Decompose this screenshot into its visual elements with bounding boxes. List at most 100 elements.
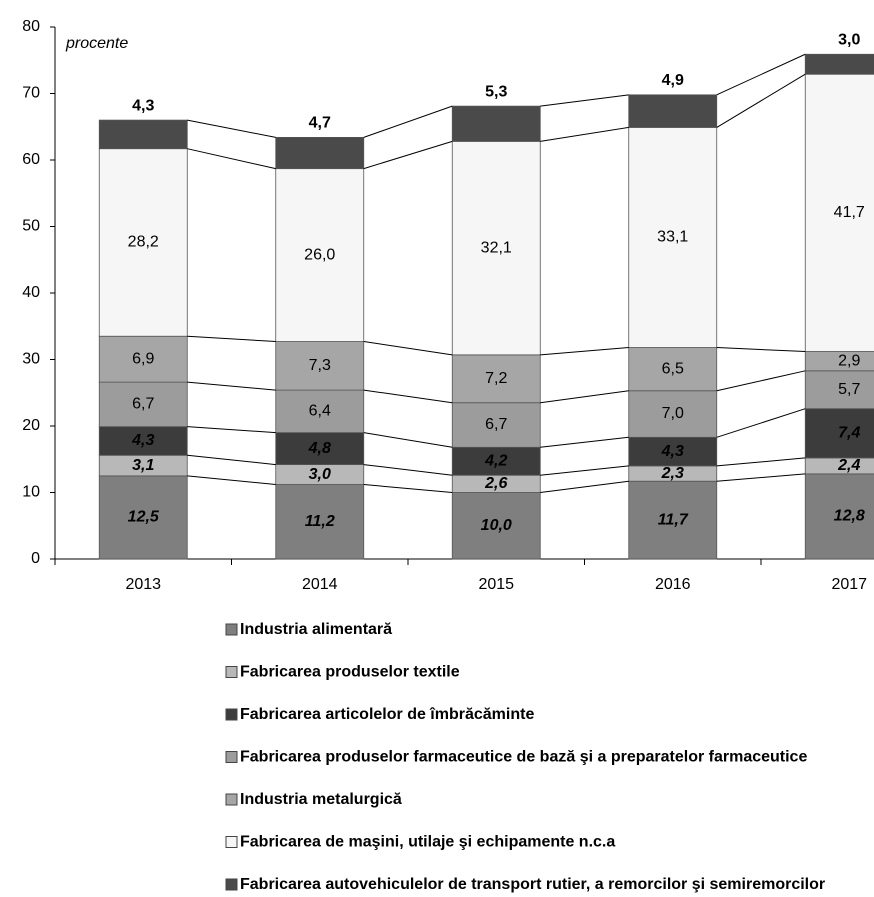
bar-segment (628, 436, 718, 467)
data-label: 7,0 (662, 405, 684, 422)
y-tick-label: 10 (22, 484, 40, 501)
data-label: 4,3 (661, 443, 684, 460)
data-label: 6,7 (485, 416, 507, 433)
connector (363, 341, 453, 356)
data-label: 12,8 (834, 508, 865, 525)
connector (716, 370, 806, 392)
connector (187, 381, 276, 391)
x-tick-label: 2016 (655, 576, 691, 593)
data-label: 32,1 (481, 239, 512, 256)
y-tick-label: 80 (22, 18, 40, 35)
connector (540, 347, 629, 356)
bar-segment (451, 105, 541, 142)
connector (716, 408, 806, 438)
data-label: 4,3 (131, 432, 154, 449)
bar-segment (628, 94, 718, 128)
legend-label: Fabricarea produselor textile (240, 664, 460, 681)
bar-segment (275, 341, 365, 391)
connector (716, 473, 806, 482)
y-tick-label: 70 (22, 85, 40, 102)
connector (363, 105, 453, 138)
bar-segment (804, 473, 874, 560)
data-label: 41,7 (834, 204, 865, 221)
legend-label: Fabricarea de maşini, utilaje şi echipam… (240, 834, 615, 851)
bar-segment (275, 484, 365, 560)
data-label: 4,2 (484, 452, 507, 469)
legend-label: Fabricarea produselor farmaceutice de ba… (240, 749, 807, 766)
legend-swatch (225, 878, 238, 891)
bar-segment (275, 136, 365, 170)
y-tick-label: 60 (22, 151, 40, 168)
bar-segment (98, 381, 188, 428)
connector (363, 140, 453, 170)
data-label: 4,8 (308, 440, 331, 457)
bar-segment (98, 426, 188, 456)
bar-segment (804, 73, 874, 352)
y-tick-label: 20 (22, 417, 40, 434)
data-label: 11,7 (658, 511, 689, 528)
legend-swatch (225, 836, 238, 848)
data-label: 7,4 (838, 425, 860, 442)
bar-segment (451, 140, 541, 356)
legend-swatch (225, 623, 238, 636)
bar-segment (98, 335, 188, 383)
data-label: 7,2 (485, 370, 507, 387)
connector (363, 464, 453, 476)
bar-segment (451, 402, 541, 448)
y-tick-label: 30 (22, 351, 40, 368)
bar-segment (451, 492, 541, 560)
legend-swatch (225, 708, 238, 721)
legend-label: Industria metalurgică (240, 791, 402, 808)
x-tick-label: 2014 (302, 576, 338, 593)
data-label: 2,3 (661, 465, 684, 482)
bar-segment (628, 127, 718, 348)
bar-segment (98, 475, 188, 560)
data-label: 33,1 (657, 229, 688, 246)
data-label: 10,0 (481, 517, 512, 534)
legend-swatch (225, 666, 238, 678)
bar-segment (451, 446, 541, 476)
y-axis-label: procente (65, 35, 128, 52)
y-tick-label: 40 (22, 284, 40, 301)
data-label: 6,7 (132, 396, 154, 413)
connector (363, 484, 453, 493)
data-label: 2,6 (484, 475, 507, 492)
data-label: 4,9 (662, 72, 684, 89)
data-label: 5,7 (838, 381, 860, 398)
data-label: 6,4 (309, 403, 331, 420)
connector (716, 73, 806, 128)
legend-swatch (225, 793, 238, 806)
connector (540, 480, 629, 493)
connector (540, 94, 629, 107)
data-label: 2,9 (838, 352, 860, 369)
data-label: 3,0 (838, 31, 860, 48)
data-label: 6,5 (662, 360, 684, 377)
bar-segment (804, 370, 874, 410)
bar-segment (628, 347, 718, 392)
data-label: 7,3 (309, 357, 331, 374)
legend-label: Fabricarea articolelor de îmbrăcăminte (240, 706, 534, 723)
connector (716, 53, 806, 96)
connector (363, 389, 453, 404)
bar-segment (628, 480, 718, 560)
bar-segment (98, 119, 188, 150)
legend-label: Industria alimentară (240, 621, 392, 638)
y-tick-label: 50 (22, 218, 40, 235)
connector (187, 119, 276, 138)
data-label: 4,3 (132, 97, 154, 114)
data-label: 28,2 (128, 234, 159, 251)
connector (187, 335, 276, 343)
bar-segment (804, 408, 874, 459)
x-tick-label: 2013 (125, 576, 161, 593)
bar-segment (628, 390, 718, 438)
data-label: 12,5 (128, 509, 160, 526)
connector (540, 465, 629, 476)
connector (716, 457, 806, 467)
connector (540, 436, 629, 448)
data-label: 26,0 (304, 246, 335, 263)
connector (187, 426, 276, 434)
connector (187, 454, 276, 466)
connector (187, 475, 276, 486)
